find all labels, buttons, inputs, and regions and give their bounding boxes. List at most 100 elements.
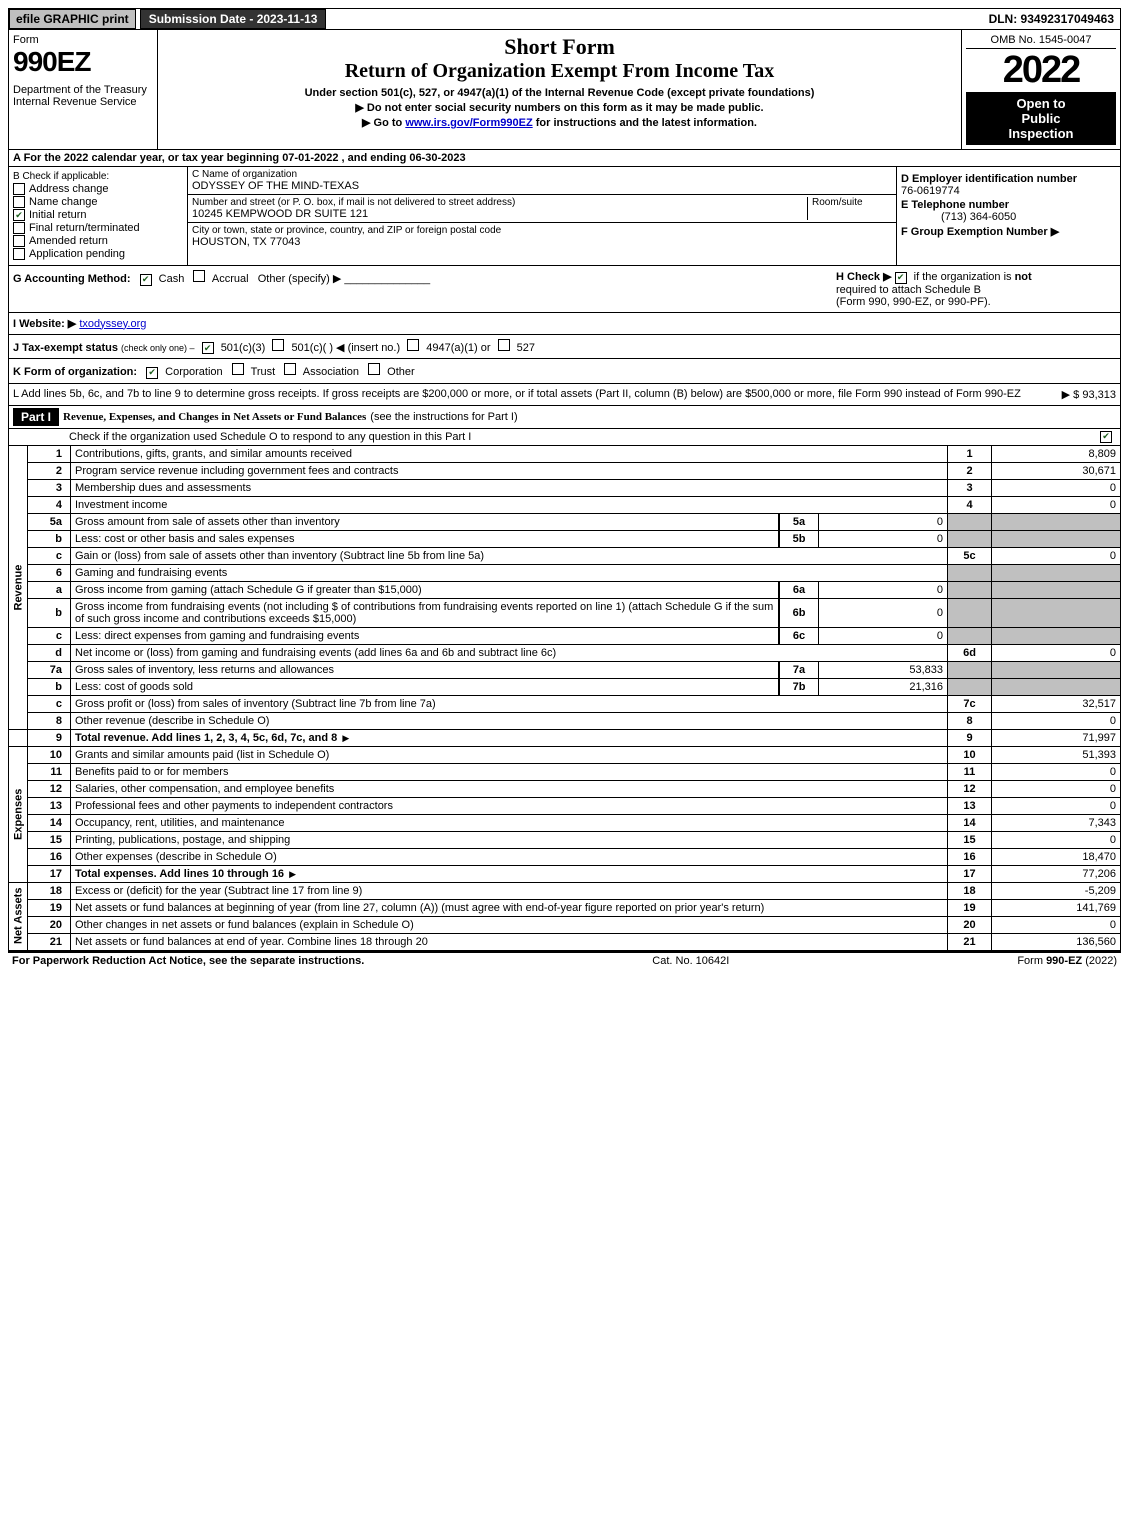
checkbox-application-pending[interactable]: Application pending [13,248,183,260]
checkbox-schedule-o[interactable] [1100,431,1112,443]
line-num: 13 [28,797,71,814]
g-label: G Accounting Method: [13,273,131,285]
checkbox-trust[interactable] [232,363,244,375]
checkbox-amended-return[interactable]: Amended return [13,235,183,247]
line-ref-shaded [948,627,992,644]
line-num: 4 [28,496,71,513]
line-num: 14 [28,814,71,831]
checkbox-other-org[interactable] [368,363,380,375]
checkbox-501c3[interactable] [202,342,214,354]
line-val: 0 [992,797,1121,814]
line-7c: c Gross profit or (loss) from sales of i… [9,695,1121,712]
page-footer: For Paperwork Reduction Act Notice, see … [8,951,1121,969]
tax-year: 2022 [966,49,1116,92]
irs-link[interactable]: www.irs.gov/Form990EZ [405,117,532,129]
top-bar: efile GRAPHIC print Submission Date - 20… [8,8,1121,30]
org-name-row: C Name of organization ODYSSEY OF THE MI… [188,167,896,195]
dept-label: Department of the Treasury [13,84,153,96]
line-5a: 5a Gross amount from sale of assets othe… [9,513,1121,530]
checkbox-final-return[interactable]: Final return/terminated [13,222,183,234]
irs-label: Internal Revenue Service [13,96,153,108]
open-line1: Open to [970,96,1112,111]
line-subval: 0 [819,598,948,627]
street-value: 10245 KEMPWOOD DR SUITE 121 [192,208,807,220]
line-num: 10 [28,746,71,763]
line-9: 9 Total revenue. Add lines 1, 2, 3, 4, 5… [9,729,1121,746]
footer-left: For Paperwork Reduction Act Notice, see … [12,955,364,967]
line-ref: 14 [948,814,992,831]
footer-right-pre: Form [1017,955,1046,967]
line-subval: 0 [819,530,948,547]
k-label: K Form of organization: [13,366,137,378]
line-val-shaded [992,661,1121,678]
part1-table: Revenue 1 Contributions, gifts, grants, … [8,446,1121,951]
line-desc: Investment income [71,496,948,513]
efile-print-button[interactable]: efile GRAPHIC print [9,9,136,29]
line-subval: 0 [819,627,948,644]
omb-number: OMB No. 1545-0047 [966,34,1116,49]
line-10: Expenses 10 Grants and similar amounts p… [9,746,1121,763]
section-def: D Employer identification number 76-0619… [897,167,1120,265]
line-ref: 11 [948,763,992,780]
ein-row: D Employer identification number 76-0619… [901,173,1116,197]
ein-label: D Employer identification number [901,173,1077,185]
website-link[interactable]: txodyssey.org [79,318,146,330]
tel-label: E Telephone number [901,199,1009,211]
line-desc: Benefits paid to or for members [71,763,948,780]
checkbox-cash[interactable] [140,274,152,286]
line-num: 9 [28,729,71,746]
line-num: c [28,627,71,644]
line-15: 15 Printing, publications, postage, and … [9,831,1121,848]
checkbox-initial-return[interactable]: Initial return [13,209,183,221]
line-subref: 7b [779,678,819,695]
part1-header: Part I Revenue, Expenses, and Changes in… [8,406,1121,429]
line-12: 12 Salaries, other compensation, and emp… [9,780,1121,797]
line-val: 18,470 [992,848,1121,865]
line-desc: Program service revenue including govern… [71,462,948,479]
line-val: 30,671 [992,462,1121,479]
checkbox-association[interactable] [284,363,296,375]
h-label: H Check ▶ [836,271,892,283]
line-desc: Grants and similar amounts paid (list in… [71,746,948,763]
checkbox-icon [13,235,25,247]
line-num: 6 [28,564,71,581]
checkbox-501c[interactable] [272,339,284,351]
netassets-side-label: Net Assets [9,882,28,950]
line-ref: 19 [948,899,992,916]
line-ref: 17 [948,865,992,882]
h-text1: if the organization is [914,271,1015,283]
checkbox-4947[interactable] [407,339,419,351]
line-desc: Net assets or fund balances at beginning… [71,899,948,916]
form-number: 990EZ [13,46,153,78]
line-ref: 4 [948,496,992,513]
line-desc: Membership dues and assessments [71,479,948,496]
checkbox-sched-b[interactable] [895,272,907,284]
line-subref: 6b [779,598,819,627]
line-desc: Professional fees and other payments to … [71,797,948,814]
line-desc: Less: cost of goods sold [71,678,780,695]
checkbox-address-change[interactable]: Address change [13,183,183,195]
l-text: L Add lines 5b, 6c, and 7b to line 9 to … [13,388,1054,401]
checkbox-accrual[interactable] [193,270,205,282]
instruction-goto: ▶ Go to www.irs.gov/Form990EZ for instru… [162,116,957,129]
checkbox-name-change[interactable]: Name change [13,196,183,208]
section-b: B Check if applicable: Address change Na… [9,167,188,265]
line-num: 7a [28,661,71,678]
line-ref: 18 [948,882,992,899]
line-desc: Gross amount from sale of assets other t… [71,513,780,530]
line-14: 14 Occupancy, rent, utilities, and maint… [9,814,1121,831]
submission-date-button[interactable]: Submission Date - 2023-11-13 [140,9,327,29]
checkbox-527[interactable] [498,339,510,351]
line-val: 0 [992,916,1121,933]
j-opt4: 527 [517,342,535,354]
checkbox-label: Application pending [29,248,125,260]
checkbox-corporation[interactable] [146,367,158,379]
h-text3: (Form 990, 990-EZ, or 990-PF). [836,296,991,308]
line-desc: Occupancy, rent, utilities, and maintena… [71,814,948,831]
line-desc: Salaries, other compensation, and employ… [71,780,948,797]
group-label: F Group Exemption Number ▶ [901,226,1059,238]
line-desc: Less: cost or other basis and sales expe… [71,530,780,547]
city-value: HOUSTON, TX 77043 [192,236,892,248]
under-section: Under section 501(c), 527, or 4947(a)(1)… [162,87,957,99]
line-num: 16 [28,848,71,865]
